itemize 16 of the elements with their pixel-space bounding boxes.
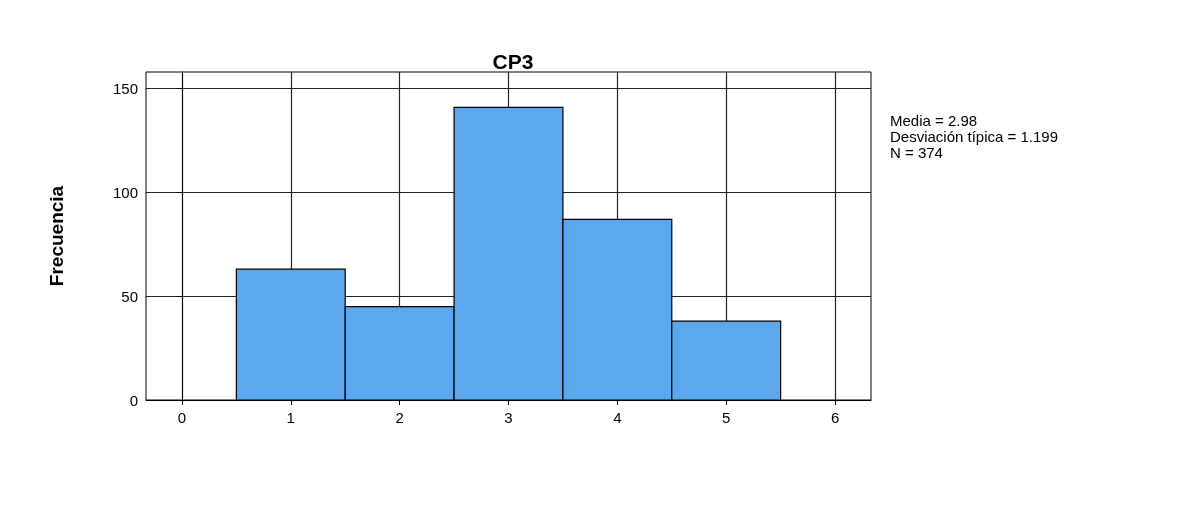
- x-tick-label: 0: [177, 409, 187, 426]
- y-axis-title: Frecuencia: [46, 185, 67, 287]
- text: Desviación típica = 1.199: [890, 127, 1059, 145]
- y-tick-label: 100: [112, 183, 138, 201]
- text: Media = 2.98: [890, 111, 978, 129]
- x-tick-label: 6: [830, 409, 840, 426]
- x-tick-label: 3: [504, 409, 513, 426]
- x-tick-label: 1: [286, 409, 295, 426]
- x-tick-label: 4: [613, 409, 622, 426]
- x-tick-label: 5: [722, 409, 731, 426]
- y-tick-label: 50: [121, 287, 138, 305]
- x-tick-label: 2: [395, 409, 404, 426]
- text: N = 374: [890, 143, 943, 161]
- y-tick-label: 0: [129, 391, 138, 409]
- y-tick-label: 150: [112, 80, 138, 98]
- chart-title: CP3: [492, 50, 534, 73]
